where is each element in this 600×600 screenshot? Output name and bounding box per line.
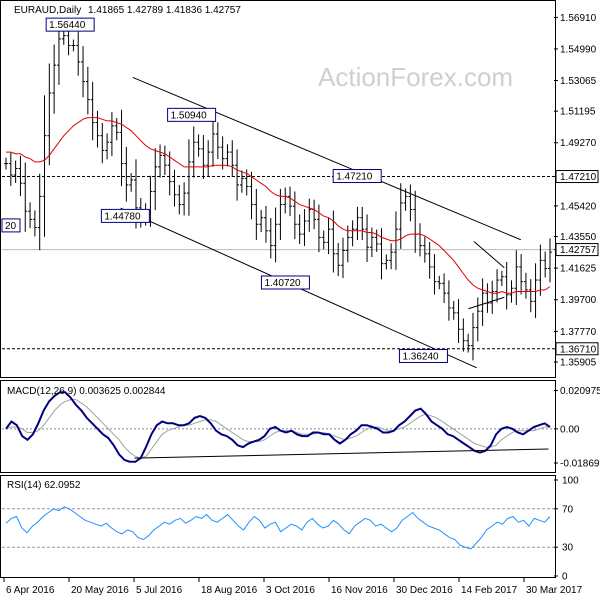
price-y-label: 1.35905 <box>560 357 597 368</box>
price-panel <box>0 0 556 378</box>
price-y-label: 1.43550 <box>560 232 597 243</box>
channel-line-0 <box>132 76 522 241</box>
price-y-label: 1.39700 <box>560 295 597 306</box>
price-y-label: 1.42757 <box>560 245 597 256</box>
x-tick-label: 6 Apr 2016 <box>6 585 55 596</box>
macd-y-label: 0.00 <box>560 424 580 435</box>
price-y-axis: 1.56910 1.54990 1.53065 1.51195 1.49270 1.472… <box>554 13 599 368</box>
macd-signal-line <box>5 399 550 459</box>
rsi-y-label: 70 <box>562 504 574 515</box>
price-level-box <box>555 243 599 257</box>
price-annotation-box <box>167 107 217 122</box>
triangle-line-1 <box>468 296 505 310</box>
watermark: ActionForex.com <box>318 62 513 92</box>
price-annotation-box <box>1 218 21 233</box>
price-bars <box>4 19 552 361</box>
price-layers: 1.56440 1.50940 1.47210 1.44780 1.40720 1.362… <box>1 17 554 369</box>
macd-panel <box>0 380 556 473</box>
price-y-label: 1.47210 <box>560 172 597 183</box>
price-y-label: 1.36710 <box>560 344 597 355</box>
x-tick-label: 30 Dec 2016 <box>396 585 453 596</box>
price-annotation: 1.47210 <box>336 172 373 183</box>
x-tick-label: 18 Aug 2016 <box>201 585 258 596</box>
header-ohlc: 1.41865 1.42789 1.41836 1.42757 <box>88 5 241 16</box>
moving-average-line <box>6 117 551 294</box>
price-y-label: 1.56910 <box>560 13 597 24</box>
price-y-label: 1.51195 <box>560 107 596 118</box>
price-annotation-box <box>100 208 150 223</box>
price-annotation-box <box>260 275 310 290</box>
price-annotation: 1.40720 <box>264 278 301 289</box>
macd-label: MACD(12,26,9) 0.003625 0.002844 <box>7 386 166 397</box>
rsi-y-label: 100 <box>562 476 579 487</box>
rsi-layers <box>2 506 554 550</box>
price-annotation-box <box>45 17 95 32</box>
price-y-label: 1.49270 <box>560 138 597 149</box>
x-tick-label: 20 May 2016 <box>71 585 129 596</box>
macd-layers <box>2 391 554 463</box>
rsi-label: RSI(14) 62.0952 <box>7 480 81 491</box>
macd-y-axis: 0.020975 0.00 -0.018693 <box>554 386 600 470</box>
price-y-label: 1.45420 <box>560 201 597 212</box>
macd-y-label: -0.018693 <box>560 459 600 470</box>
price-annotation: 1.36240 <box>402 351 439 362</box>
price-y-label: 1.53065 <box>560 76 597 87</box>
price-y-label: 1.54990 <box>560 44 597 55</box>
price-annotation-box <box>332 169 382 184</box>
price-y-label: 1.37770 <box>560 327 597 338</box>
triangle-line-0 <box>473 241 505 269</box>
price-annotations: 1.56440 1.50940 1.47210 1.44780 1.40720 1.362… <box>1 17 448 363</box>
x-tick-label: 14 Feb 2017 <box>461 585 518 596</box>
x-tick-label: 5 Jul 2016 <box>136 585 183 596</box>
x-tick-label: 30 Mar 2017 <box>526 585 583 596</box>
x-tick-label: 16 Nov 2016 <box>331 585 388 596</box>
price-level-box <box>555 342 599 356</box>
price-annotation: 20 <box>5 221 17 232</box>
rsi-line <box>5 506 551 550</box>
x-tick-label: 3 Oct 2016 <box>266 585 315 596</box>
date-axis: 6 Apr 2016 20 May 2016 5 Jul 2016 18 Aug 20… <box>3 578 583 596</box>
rsi-levels <box>2 508 554 548</box>
price-y-label: 1.41625 <box>560 264 597 275</box>
price-annotation: 1.44780 <box>104 211 141 222</box>
price-level-box <box>555 170 599 184</box>
macd-y-label: 0.020975 <box>560 386 600 397</box>
rsi-y-label: 30 <box>562 543 574 554</box>
macd-line <box>5 391 551 463</box>
rsi-y-label: 0 <box>562 572 568 583</box>
horizontal-levels <box>2 176 554 350</box>
header-symbol: EURAUD,Daily <box>14 5 81 16</box>
macd-trend-line <box>134 448 549 459</box>
price-annotation: 1.56440 <box>49 20 86 31</box>
rsi-y-axis: 100 70 30 0 <box>554 476 579 583</box>
price-annotation-box <box>398 348 448 363</box>
price-annotation: 1.50940 <box>171 110 208 121</box>
